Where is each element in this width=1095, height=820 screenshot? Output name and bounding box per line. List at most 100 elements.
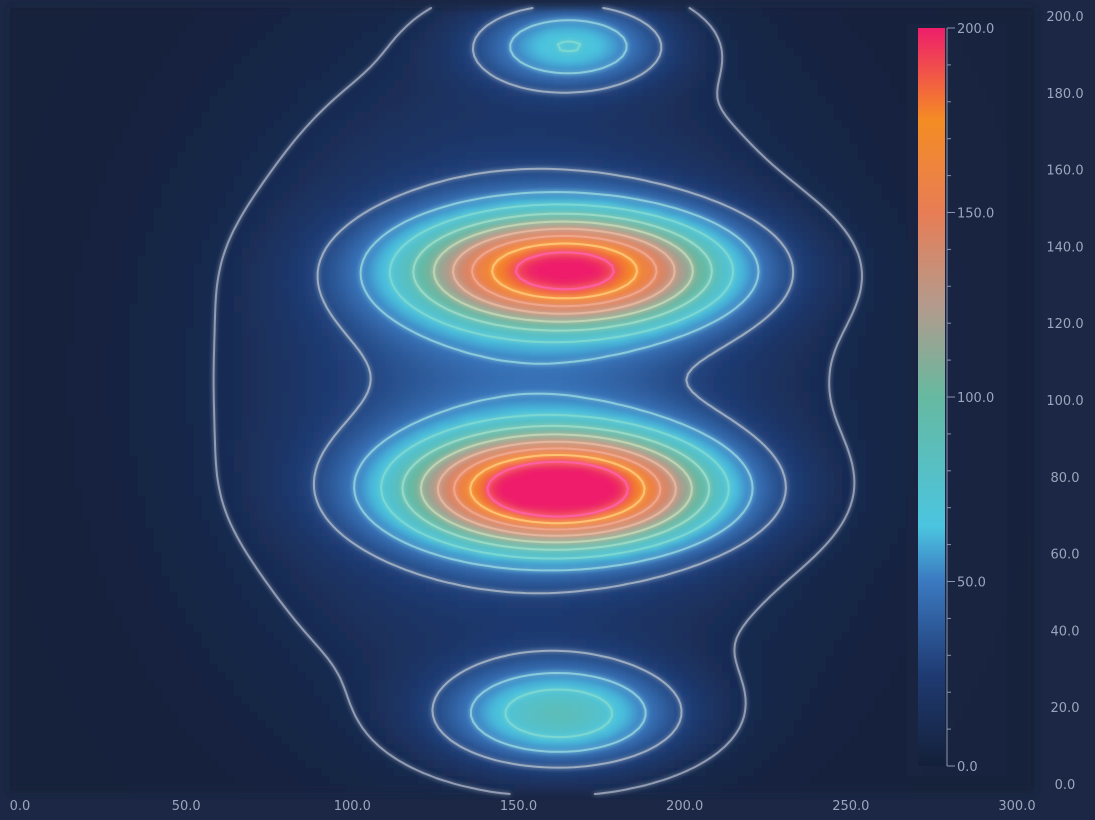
heat-cell xyxy=(778,56,787,65)
heat-cell xyxy=(850,248,859,257)
heat-cell xyxy=(482,112,491,121)
heat-cell xyxy=(330,200,339,209)
heat-cell xyxy=(58,32,67,41)
heat-cell xyxy=(410,248,419,257)
heat-cell xyxy=(266,280,275,289)
heat-cell xyxy=(1010,312,1019,321)
heat-cell xyxy=(666,248,675,257)
heat-cell xyxy=(586,16,595,25)
heat-cell xyxy=(210,24,219,33)
heat-cell xyxy=(386,312,395,321)
heat-cell xyxy=(458,136,467,145)
heat-cell xyxy=(770,192,779,201)
heat-cell xyxy=(706,240,715,249)
heat-cell xyxy=(26,96,35,105)
heat-cell xyxy=(226,176,235,185)
heat-cell xyxy=(330,40,339,49)
heat-cell xyxy=(514,40,523,49)
heat-cell xyxy=(474,88,483,97)
heat-cell xyxy=(226,256,235,265)
heat-cell xyxy=(442,272,451,281)
heat-cell xyxy=(826,80,835,89)
heat-cell xyxy=(130,144,139,153)
heat-cell xyxy=(650,8,659,17)
heat-cell xyxy=(18,64,27,73)
heat-cell xyxy=(642,80,651,89)
heat-cell xyxy=(642,168,651,177)
heat-cell xyxy=(586,272,595,281)
heat-cell xyxy=(66,176,75,185)
heat-cell xyxy=(42,56,51,65)
heat-cell xyxy=(402,160,411,169)
heat-cell xyxy=(586,144,595,153)
heat-cell xyxy=(402,128,411,137)
heat-cell xyxy=(658,304,667,313)
heat-cell xyxy=(842,168,851,177)
heat-cell xyxy=(250,296,259,305)
heat-cell xyxy=(826,128,835,137)
heat-cell xyxy=(482,272,491,281)
heat-cell xyxy=(826,64,835,73)
heat-cell xyxy=(290,232,299,241)
heat-cell xyxy=(818,192,827,201)
heat-cell xyxy=(306,8,315,17)
heat-cell xyxy=(834,56,843,65)
heat-cell xyxy=(530,24,539,33)
heat-cell xyxy=(274,24,283,33)
heat-cell xyxy=(818,168,827,177)
heat-cell xyxy=(778,184,787,193)
heat-cell xyxy=(866,72,875,81)
heat-cell xyxy=(762,168,771,177)
heat-cell xyxy=(106,136,115,145)
heat-cell xyxy=(698,120,707,129)
heat-cell xyxy=(122,160,131,169)
heat-cell xyxy=(290,104,299,113)
heat-cell xyxy=(98,72,107,81)
heat-cell xyxy=(594,96,603,105)
heat-cell xyxy=(850,88,859,97)
heat-cell xyxy=(530,216,539,225)
heat-cell xyxy=(418,112,427,121)
heat-cell xyxy=(818,184,827,193)
heat-cell xyxy=(634,192,643,201)
heat-cell xyxy=(66,288,75,297)
heat-cell xyxy=(42,248,51,257)
heat-cell xyxy=(498,112,507,121)
heat-cell xyxy=(298,184,307,193)
heat-cell xyxy=(162,240,171,249)
heat-cell xyxy=(186,184,195,193)
heat-cell xyxy=(810,88,819,97)
heat-cell xyxy=(738,80,747,89)
heat-cell xyxy=(114,248,123,257)
heat-cell xyxy=(722,80,731,89)
heat-cell xyxy=(578,24,587,33)
heat-cell xyxy=(586,64,595,73)
heat-cell xyxy=(298,40,307,49)
heat-cell xyxy=(378,240,387,249)
heat-cell xyxy=(202,72,211,81)
heat-cell xyxy=(490,112,499,121)
heat-cell xyxy=(770,104,779,113)
heat-cell xyxy=(642,216,651,225)
heat-cell xyxy=(882,152,891,161)
heat-cell xyxy=(434,80,443,89)
heat-cell xyxy=(394,8,403,17)
heat-cell xyxy=(530,112,539,121)
heat-cell xyxy=(474,168,483,177)
heat-cell xyxy=(154,208,163,217)
heat-cell xyxy=(178,72,187,81)
heat-cell xyxy=(146,224,155,233)
heat-cell xyxy=(826,280,835,289)
heat-cell xyxy=(306,48,315,57)
heat-cell xyxy=(730,40,739,49)
heat-cell xyxy=(474,128,483,137)
heat-cell xyxy=(162,48,171,57)
heat-cell xyxy=(442,144,451,153)
heat-cell xyxy=(818,48,827,57)
heat-cell xyxy=(34,240,43,249)
heat-cell xyxy=(194,136,203,145)
heat-cell xyxy=(746,200,755,209)
heat-cell xyxy=(322,48,331,57)
heat-cell xyxy=(482,136,491,145)
heat-cell xyxy=(26,272,35,281)
